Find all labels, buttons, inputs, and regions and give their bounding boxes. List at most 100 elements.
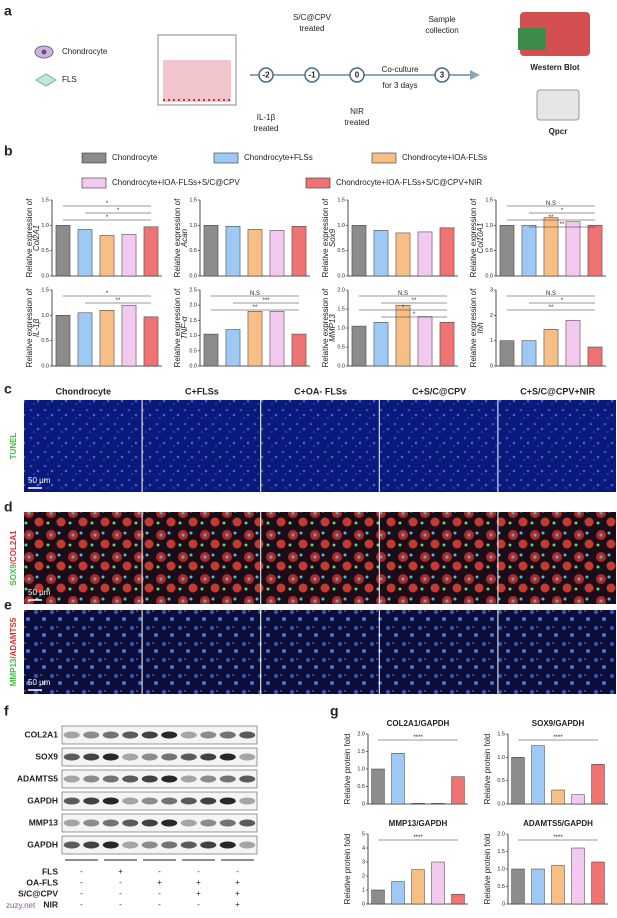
timeline-note: Sample: [428, 15, 456, 24]
panel-letter: c: [4, 381, 12, 397]
blot-band: [239, 775, 256, 783]
sig-label: *: [561, 208, 564, 214]
timeline-note: treated: [300, 24, 325, 33]
y-axis-gene: TNF-α: [180, 316, 189, 339]
blot-band: [239, 753, 256, 761]
micrograph: [142, 610, 261, 694]
condition-sign: +: [235, 889, 240, 898]
y-axis-label: Relative expression of: [321, 288, 330, 367]
y-tick-label: 1: [490, 338, 493, 344]
sig-label: ****: [413, 735, 423, 741]
sig-label: **: [560, 222, 565, 228]
condition-sign: -: [80, 889, 83, 898]
blot-band: [219, 775, 236, 783]
blot-band: [180, 841, 197, 849]
condition-sign: -: [197, 900, 200, 909]
y-tick-label: 0.0: [41, 363, 49, 369]
bar: [291, 226, 307, 277]
y-tick-label: 2: [490, 313, 493, 319]
legend-label: Chondrocyte+FLSs: [244, 153, 313, 162]
condition-sign: -: [119, 889, 122, 898]
scale-label: 50 μm: [28, 678, 51, 687]
y-tick-label: 1.0: [497, 866, 505, 872]
blot-band: [63, 841, 80, 849]
y-tick-label: 1.5: [485, 197, 493, 203]
bar: [565, 221, 581, 277]
bar: [391, 753, 405, 805]
bar: [511, 757, 525, 805]
y-axis-label: Relative expression of: [173, 288, 182, 367]
bar: [121, 304, 137, 367]
sig-label: *: [106, 201, 109, 207]
bar: [587, 225, 603, 277]
bar: [225, 329, 241, 367]
output-label: Qpcr: [549, 127, 568, 136]
row-label-red: /ADAMTS5: [9, 617, 18, 658]
blot-band: [63, 819, 80, 827]
output-label: Western Blot: [530, 63, 580, 72]
blot-band: [102, 753, 119, 761]
y-tick-label: 0: [362, 801, 365, 807]
bar: [371, 889, 385, 905]
condition-sign: +: [118, 867, 123, 876]
y-axis-gene: Ihh: [476, 322, 485, 334]
bar: [269, 311, 285, 367]
sig-label: *: [117, 208, 120, 214]
micrograph: [261, 512, 379, 604]
condition-sign: -: [119, 878, 122, 887]
bar: [269, 230, 285, 277]
bar: [203, 333, 219, 367]
sig-label: *: [106, 291, 109, 297]
panel-letter: g: [330, 703, 339, 719]
bar: [411, 869, 425, 905]
panel-letter: d: [4, 499, 13, 515]
legend-label: Chondrocyte+IOA-FLSs: [402, 153, 487, 162]
y-tick-label: 1.0: [41, 313, 49, 319]
bar: [431, 861, 445, 905]
blot-band: [180, 819, 197, 827]
timeline-label: -1: [308, 71, 316, 80]
bar: [143, 316, 159, 367]
blot-band: [180, 775, 197, 783]
y-axis-label: Relative protein fold: [483, 834, 492, 905]
condition-sign: -: [236, 867, 239, 876]
y-tick-label: 1.5: [337, 197, 345, 203]
blot-band: [122, 841, 139, 849]
bar: [373, 322, 389, 367]
blot-band: [239, 797, 256, 805]
y-tick-label: 2.0: [189, 303, 197, 309]
bar: [511, 868, 525, 905]
bar: [431, 803, 445, 805]
blot-band: [122, 753, 139, 761]
micrograph: [24, 400, 142, 492]
sig-label: N.S: [250, 291, 260, 297]
blot-frame: [61, 769, 258, 789]
blot-band: [83, 797, 100, 805]
blot-band: [83, 841, 100, 849]
y-tick-label: 1.5: [497, 849, 505, 855]
y-tick-label: 0.5: [485, 248, 493, 254]
blot-band: [83, 775, 100, 783]
blot-label: COL2A1: [24, 729, 58, 739]
column-header: C+S/C@CPV: [412, 386, 466, 396]
blot-band: [161, 797, 178, 805]
y-axis-gene: Sox9: [328, 228, 337, 247]
bar: [395, 304, 411, 367]
y-axis-gene: MMP13: [328, 314, 337, 342]
y-axis-label: Relative expression of: [469, 288, 478, 367]
condition-sign: +: [157, 878, 162, 887]
sig-label: N.S: [546, 201, 556, 207]
blot-band: [219, 819, 236, 827]
micrograph: [498, 610, 616, 694]
condition-label: S/C@CPV: [18, 888, 58, 898]
blot-band: [239, 819, 256, 827]
y-axis-gene: Acan: [180, 228, 189, 248]
y-tick-label: 1.5: [189, 318, 197, 324]
blot-label: SOX9: [35, 751, 58, 761]
bar: [451, 893, 465, 905]
bar: [531, 868, 545, 905]
y-tick-label: 2.0: [497, 831, 505, 837]
blot-band: [219, 731, 236, 739]
bar: [587, 346, 603, 367]
bar: [417, 316, 433, 367]
